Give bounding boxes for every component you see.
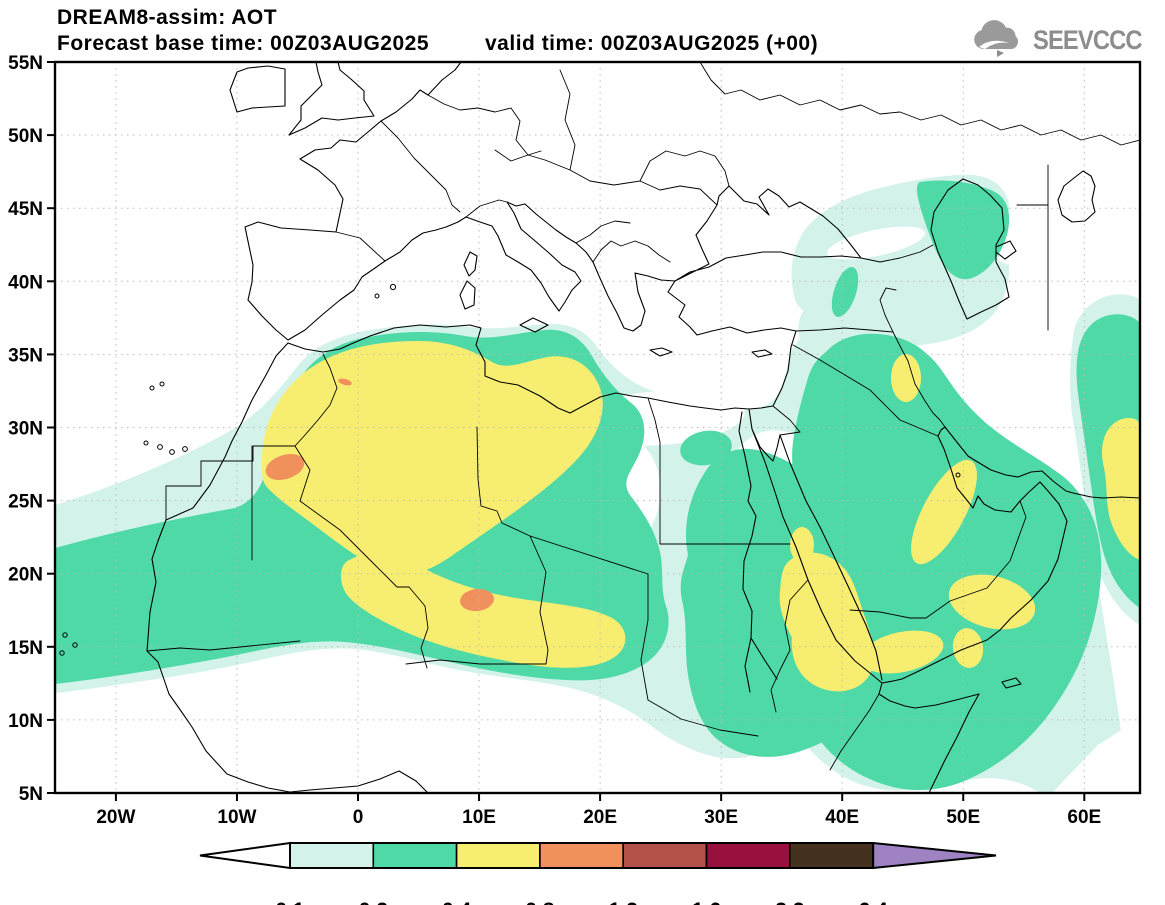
x-tick-label: 40E (825, 807, 859, 828)
x-tick-label: 20E (583, 807, 617, 828)
x-tick-label: 0 (353, 807, 364, 828)
x-tick-label: 10W (217, 807, 256, 828)
legend-outline (289, 842, 875, 869)
legend-band (372, 842, 458, 869)
legend-band (539, 842, 625, 869)
x-axis: 20W 10W 0 10E 20E 30E 40E 50E 60E (96, 793, 1101, 828)
x-tick-label: 50E (946, 807, 980, 828)
y-tick-label: 30N (8, 419, 43, 440)
color-legend: 0.1 0.2 0.4 0.8 1.2 1.6 3.2 6.4 (199, 841, 997, 905)
y-tick-label: 35N (8, 345, 43, 366)
country-borders (146, 62, 1140, 771)
cloud-icon (974, 20, 1019, 57)
y-tick-label: 15N (8, 638, 43, 659)
aot-band-0.4 (261, 341, 1140, 692)
y-axis: 55N 50N 45N 40N 35N 30N 25N 20N 15N 10N 5N (8, 53, 55, 805)
aot-field (55, 174, 1140, 793)
legend-threshold-label: 0.8 (525, 899, 555, 905)
legend-below-min-arrow (199, 841, 291, 870)
white-corner-gap (1052, 718, 1140, 793)
graticule-gridlines (55, 62, 1140, 793)
x-tick-label: 60E (1067, 807, 1101, 828)
x-tick-label: 20W (96, 807, 135, 828)
valid-time-label: valid time: 00Z03AUG2025 (+00) (485, 32, 819, 55)
y-tick-label: 55N (8, 53, 43, 74)
legend-threshold-label: 0.2 (359, 899, 388, 905)
x-tick-label: 10E (462, 807, 496, 828)
page-title: DREAM8-assim: AOT (57, 6, 278, 29)
legend-above-max-arrow (872, 841, 997, 870)
legend-threshold-label: 3.2 (775, 899, 804, 905)
logo-text: SEEVCCC (1033, 24, 1143, 55)
legend-threshold-label: 1.6 (692, 899, 721, 905)
y-tick-label: 5N (19, 784, 43, 805)
y-tick-label: 20N (8, 565, 43, 586)
coastlines (146, 62, 1140, 793)
y-tick-label: 45N (8, 199, 43, 220)
y-tick-label: 25N (8, 492, 43, 513)
legend-band (788, 842, 874, 869)
seevccc-logo: SEEVCCC (969, 20, 1157, 60)
y-tick-label: 40N (8, 272, 43, 293)
x-tick-label: 30E (704, 807, 738, 828)
legend-threshold-label: 6.4 (858, 899, 888, 905)
legend-band (622, 842, 708, 869)
legend-threshold-label: 0.1 (275, 899, 305, 905)
legend-threshold-label: 0.4 (442, 899, 472, 905)
y-tick-label: 10N (8, 711, 43, 732)
small-islands (59, 283, 961, 656)
legend-band (455, 842, 541, 869)
geography (59, 62, 1140, 793)
y-tick-label: 50N (8, 126, 43, 147)
legend-band (705, 842, 791, 869)
legend-threshold-label: 1.2 (609, 899, 638, 905)
aot-band-0.8-maxima (265, 378, 494, 612)
forecast-base-time-label: Forecast base time: 00Z03AUG2025 (57, 32, 430, 55)
legend-band (289, 842, 375, 869)
